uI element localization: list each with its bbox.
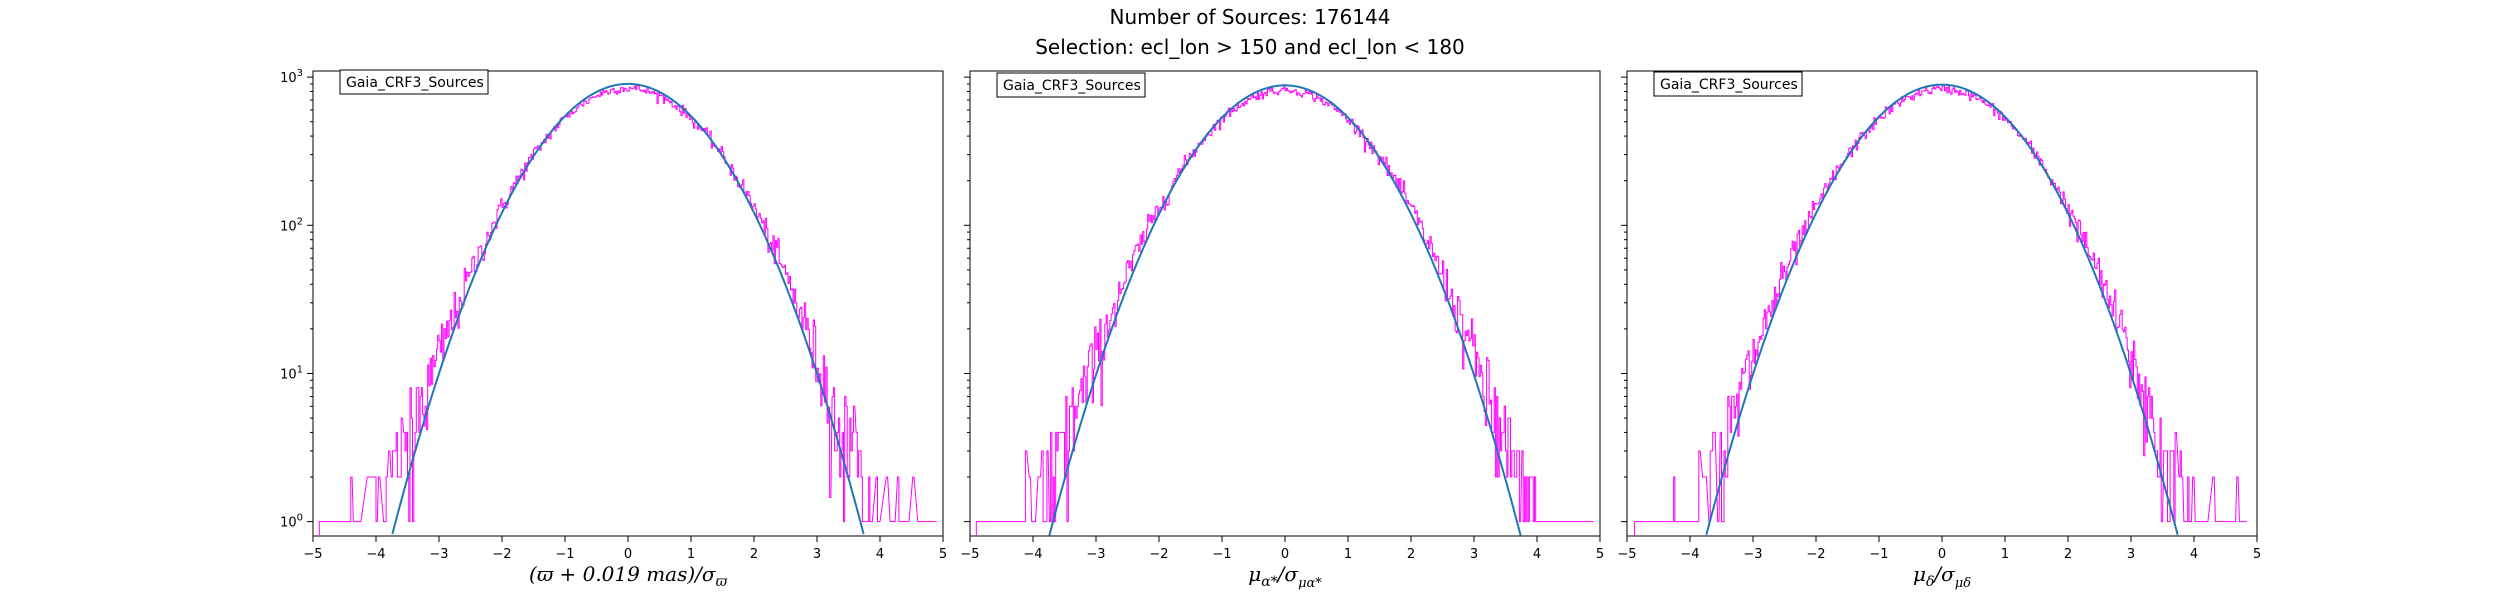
x-tick-label: 3 bbox=[2127, 547, 2135, 562]
gaussian-fit-curve bbox=[1705, 83, 2179, 535]
x-tick-label: −2 bbox=[492, 547, 511, 562]
legend: Gaia_CRF3_Sources bbox=[1653, 71, 1803, 97]
histogram-step-line bbox=[975, 84, 1594, 536]
x-axis-label: μδ/σμδ bbox=[1913, 562, 1971, 591]
x-tick-label: 5 bbox=[2253, 547, 2261, 562]
x-axis-ticks: −5 −4 −3 −2 −1 0 1 2 3 4 5 bbox=[960, 536, 1604, 562]
legend: Gaia_CRF3_Sources bbox=[339, 69, 489, 95]
y-axis-ticks: 100 101 102 103 bbox=[280, 68, 313, 531]
x-axis-ticks: −5 −4 −3 −2 −1 0 1 2 3 4 5 bbox=[1617, 536, 2261, 562]
legend-box bbox=[339, 69, 489, 95]
legend-label: Gaia_CRF3_Sources bbox=[1660, 77, 1798, 93]
gaussian-fit-curve bbox=[391, 82, 865, 535]
x-tick-label: −4 bbox=[1023, 547, 1042, 562]
x-tick-label: −1 bbox=[555, 547, 574, 562]
x-tick-label: 5 bbox=[939, 547, 947, 562]
y-axis-ticks bbox=[964, 76, 970, 523]
legend-label: Gaia_CRF3_Sources bbox=[1003, 78, 1141, 94]
x-tick-label: −1 bbox=[1212, 547, 1231, 562]
x-tick-label: −3 bbox=[1086, 547, 1105, 562]
gaussian-fit-series bbox=[1705, 83, 2179, 535]
subplot-parallax: −5 −4 −3 −2 −1 0 1 2 3 4 5 100 101 102 103 Gaia_CRF3_… bbox=[280, 68, 947, 590]
x-tick-label: 2 bbox=[2064, 547, 2072, 562]
x-tick-label: 1 bbox=[1344, 547, 1352, 562]
x-tick-label: 2 bbox=[1407, 547, 1415, 562]
figure-title-line1: Number of Sources: 176144 bbox=[1110, 5, 1391, 29]
legend-label: Gaia_CRF3_Sources bbox=[346, 75, 484, 91]
figure-title-line2: Selection: ecl_lon > 150 and ecl_lon < 1… bbox=[1035, 35, 1465, 59]
histogram-series bbox=[1634, 84, 2247, 536]
subplot-pmra: −5 −4 −3 −2 −1 0 1 2 3 4 5 Gaia_CRF3_Sources μα*/σ… bbox=[960, 70, 1604, 591]
y-tick-label: 101 bbox=[280, 364, 303, 382]
x-tick-label: 1 bbox=[2001, 547, 2009, 562]
x-tick-label: −5 bbox=[1617, 547, 1636, 562]
x-tick-label: −3 bbox=[1743, 547, 1762, 562]
legend: Gaia_CRF3_Sources bbox=[996, 72, 1146, 98]
legend-box bbox=[1653, 71, 1803, 97]
x-tick-label: −5 bbox=[303, 547, 322, 562]
x-axis-ticks: −5 −4 −3 −2 −1 0 1 2 3 4 5 bbox=[303, 536, 947, 562]
histogram-step-line bbox=[318, 85, 937, 536]
y-axis-ticks bbox=[1621, 76, 1627, 523]
histogram-step-line bbox=[1634, 84, 2247, 536]
x-tick-label: −5 bbox=[960, 547, 979, 562]
subplot-pmdec: −5 −4 −3 −2 −1 0 1 2 3 4 5 Gaia_CRF3_Sources μδ/σμ… bbox=[1617, 70, 2261, 591]
x-tick-label: 4 bbox=[876, 547, 884, 562]
histogram-series bbox=[975, 84, 1594, 536]
legend-box bbox=[996, 72, 1146, 98]
y-tick-label: 103 bbox=[280, 68, 303, 86]
y-tick-label: 102 bbox=[280, 216, 303, 234]
x-tick-label: 2 bbox=[750, 547, 758, 562]
y-tick-label: 100 bbox=[280, 513, 303, 531]
x-axis-label: μα*/σμα* bbox=[1248, 562, 1322, 591]
x-tick-label: 0 bbox=[1938, 547, 1946, 562]
histogram-series bbox=[318, 85, 937, 536]
x-axis-label: (ϖ + 0.019 mas)/σϖ bbox=[529, 562, 728, 590]
x-tick-label: 4 bbox=[1533, 547, 1541, 562]
x-tick-label: 0 bbox=[1281, 547, 1289, 562]
x-tick-label: 5 bbox=[1596, 547, 1604, 562]
gaussian-fit-curve bbox=[1048, 84, 1522, 536]
x-tick-label: 3 bbox=[813, 547, 821, 562]
x-tick-label: −4 bbox=[1680, 547, 1699, 562]
gaussian-fit-series bbox=[1048, 84, 1522, 536]
x-tick-label: −3 bbox=[429, 547, 448, 562]
x-tick-label: 4 bbox=[2190, 547, 2198, 562]
x-tick-label: 3 bbox=[1470, 547, 1478, 562]
x-tick-label: −1 bbox=[1869, 547, 1888, 562]
x-tick-label: 1 bbox=[687, 547, 695, 562]
x-tick-label: −2 bbox=[1806, 547, 1825, 562]
x-tick-label: 0 bbox=[624, 547, 632, 562]
x-tick-label: −2 bbox=[1149, 547, 1168, 562]
gaussian-fit-series bbox=[391, 82, 865, 535]
x-tick-label: −4 bbox=[366, 547, 385, 562]
